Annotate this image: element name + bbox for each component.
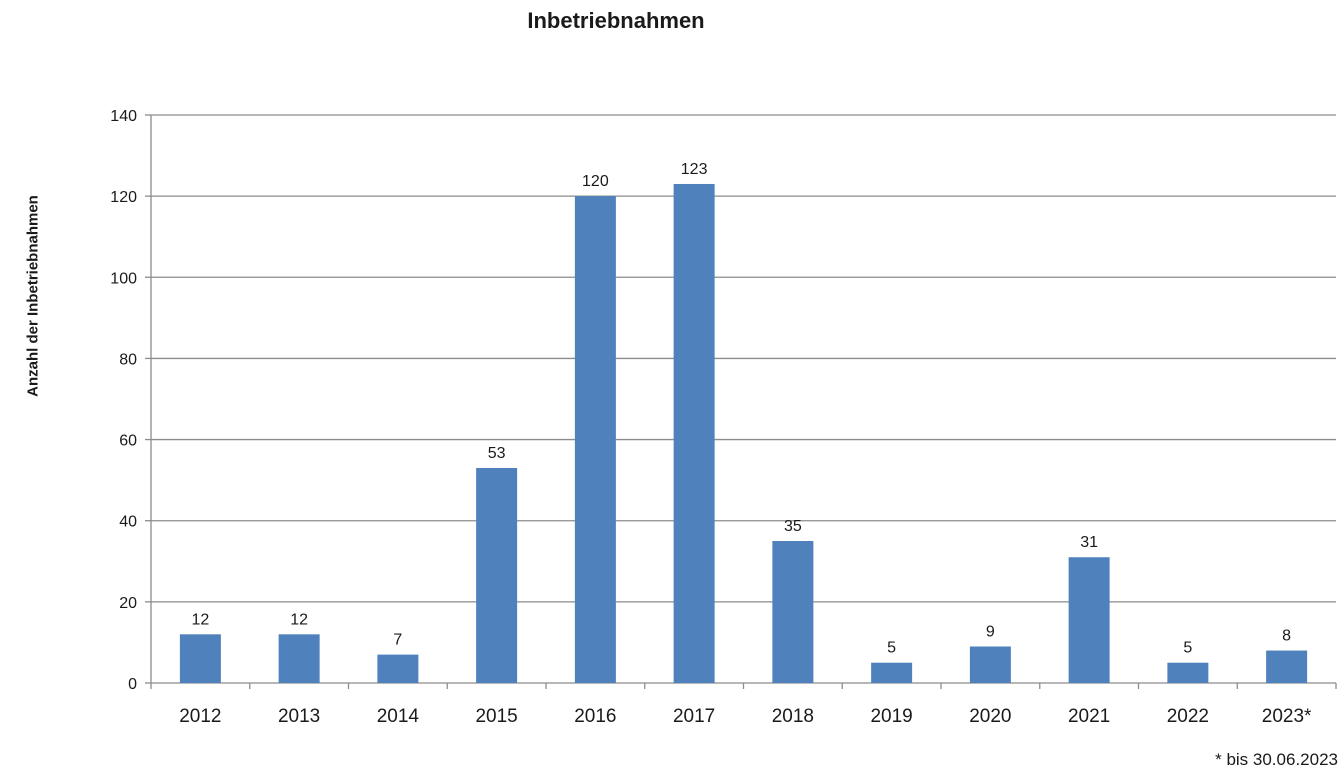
bar (278, 634, 320, 683)
bar (969, 646, 1011, 683)
y-tick-label: 120 (110, 189, 137, 206)
y-tick-label: 140 (110, 108, 137, 125)
data-label: 7 (393, 632, 402, 649)
y-tick-label: 0 (128, 676, 137, 693)
x-tick-label: 2015 (475, 706, 517, 727)
bar (772, 541, 814, 683)
data-label: 12 (290, 611, 308, 628)
x-tick-label: 2014 (377, 706, 420, 727)
data-label: 5 (1183, 640, 1192, 657)
footnote: * bis 30.06.2023 (1215, 750, 1338, 769)
bar (673, 183, 715, 683)
x-tick-label: 2017 (673, 706, 715, 727)
x-tick-label: 2021 (1068, 706, 1110, 727)
bar (476, 467, 518, 683)
x-tick-label: 2019 (870, 706, 912, 727)
data-label: 8 (1282, 628, 1291, 645)
data-label: 53 (488, 445, 506, 462)
data-label: 5 (887, 640, 896, 657)
y-tick-label: 20 (119, 595, 137, 612)
x-tick-label: 2012 (179, 706, 221, 727)
x-tick-label: 2023* (1262, 706, 1312, 727)
chart-title: Inbetriebnahmen (527, 8, 705, 33)
data-label: 35 (784, 518, 802, 535)
bar (377, 654, 419, 683)
x-tick-label: 2013 (278, 706, 320, 727)
bar (871, 662, 913, 683)
bar (1068, 557, 1110, 683)
data-label: 12 (191, 611, 209, 628)
x-tick-label: 2022 (1167, 706, 1209, 727)
y-tick-label: 60 (119, 433, 137, 450)
bar (1167, 662, 1209, 683)
bar (1266, 650, 1308, 683)
y-tick-label: 80 (119, 351, 137, 368)
bar (179, 634, 221, 683)
y-tick-label: 40 (119, 514, 137, 531)
x-tick-label: 2020 (969, 706, 1011, 727)
data-label: 123 (681, 161, 708, 178)
x-tick-label: 2016 (574, 706, 616, 727)
x-tick-label: 2018 (772, 706, 814, 727)
data-label: 120 (582, 173, 609, 190)
data-label: 31 (1080, 534, 1098, 551)
data-label: 9 (986, 623, 995, 640)
bar (574, 196, 616, 683)
y-tick-label: 100 (110, 270, 137, 287)
